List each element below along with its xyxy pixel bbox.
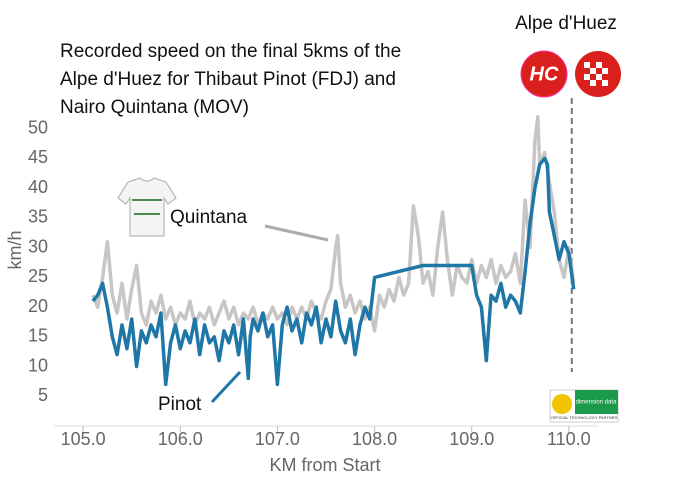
y-tick-label: 45 <box>28 147 48 167</box>
x-tick-label: 107.0 <box>255 429 300 449</box>
logo-text: dimension data <box>576 400 617 406</box>
y-tick-label: 15 <box>28 326 48 346</box>
y-tick-label: 35 <box>28 207 48 227</box>
series-label: Quintana <box>170 207 248 228</box>
x-tick-label: 109.0 <box>449 429 494 449</box>
title: Recorded speed on the final 5kms of the … <box>60 41 401 118</box>
series-line <box>91 156 576 387</box>
hc-badge: HC <box>520 50 621 98</box>
title-line: Alpe d'Huez for Thibaut Pinot (FDJ) and <box>60 69 396 90</box>
y-axis-label: km/h <box>5 230 25 269</box>
x-tick-label: 105.0 <box>61 429 106 449</box>
y-tick-label: 40 <box>28 177 48 197</box>
y-tick-label: 25 <box>28 266 48 286</box>
y-tick-label: 20 <box>28 296 48 316</box>
x-tick-label: 108.0 <box>352 429 397 449</box>
x-tick-label: 110.0 <box>547 429 591 449</box>
y-tick-label: 50 <box>28 117 48 137</box>
title-line: Recorded speed on the final 5kms of the <box>60 41 401 62</box>
y-tick-label: 10 <box>28 355 48 375</box>
badge-text: HC <box>530 63 559 85</box>
logo-text: OFFICIAL TECHNOLOGY PARTNER <box>551 415 618 420</box>
pointer <box>264 224 329 242</box>
title-line: Nairo Quintana (MOV) <box>60 97 249 118</box>
y-tick-label: 30 <box>28 236 48 256</box>
jersey-icon <box>117 177 177 237</box>
x-tick-label: 106.0 <box>158 429 203 449</box>
x-axis-label: KM from Start <box>269 455 380 475</box>
pointer <box>210 370 242 404</box>
summit-label: Alpe d'Huez <box>515 13 617 34</box>
series-label: Pinot <box>158 394 202 415</box>
y-tick-label: 5 <box>38 385 48 405</box>
logo: dimension data OFFICIAL TECHNOLOGY PARTN… <box>549 389 619 423</box>
series-line <box>91 115 576 333</box>
